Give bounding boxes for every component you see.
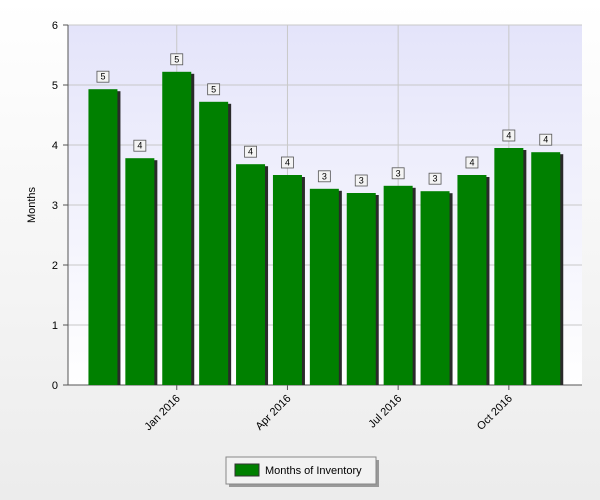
bar (199, 101, 229, 386)
legend-label: Months of Inventory (265, 465, 362, 477)
value-label-box (281, 156, 294, 169)
value-label-box (539, 133, 553, 146)
value-label-box (317, 170, 331, 183)
bar (383, 185, 413, 385)
value-label: 4 (285, 158, 290, 168)
y-tick-label: 6 (52, 20, 58, 32)
value-label: 3 (396, 168, 401, 178)
y-tick-label: 2 (52, 260, 58, 272)
bar (88, 89, 118, 385)
bar (346, 193, 376, 385)
value-label-box (96, 70, 110, 83)
legend-swatch (234, 463, 260, 477)
value-label: 3 (433, 174, 438, 184)
y-tick-label: 4 (52, 140, 58, 152)
value-label-box (502, 129, 516, 142)
bar (272, 175, 302, 385)
y-tick-label: 0 (52, 380, 58, 392)
value-label-box (391, 167, 405, 180)
y-tick-label: 5 (52, 80, 58, 92)
bar (309, 188, 339, 385)
value-label: 4 (506, 131, 511, 141)
bar (531, 152, 561, 385)
value-label-box (244, 145, 257, 158)
value-label-box (207, 83, 221, 96)
value-label-box (133, 139, 147, 152)
bar (494, 148, 524, 385)
bar (236, 164, 266, 385)
value-label-box (170, 53, 184, 66)
y-tick-label: 3 (52, 200, 58, 212)
value-label-box (354, 174, 368, 187)
value-label: 4 (248, 147, 253, 157)
value-label-box (465, 156, 479, 169)
y-tick-label: 1 (52, 320, 58, 332)
value-label: 3 (322, 171, 327, 181)
bar (457, 175, 487, 385)
value-label: 4 (469, 158, 474, 168)
value-label: 4 (543, 135, 548, 145)
value-label: 5 (211, 84, 216, 94)
value-label: 5 (100, 72, 105, 82)
bar (162, 71, 192, 386)
value-label: 4 (137, 141, 142, 151)
bar (420, 191, 450, 385)
value-label: 3 (359, 176, 364, 186)
value-label: 5 (174, 54, 179, 64)
bar (125, 158, 155, 385)
y-axis-title: Months (26, 186, 38, 223)
value-label-box (428, 172, 442, 185)
